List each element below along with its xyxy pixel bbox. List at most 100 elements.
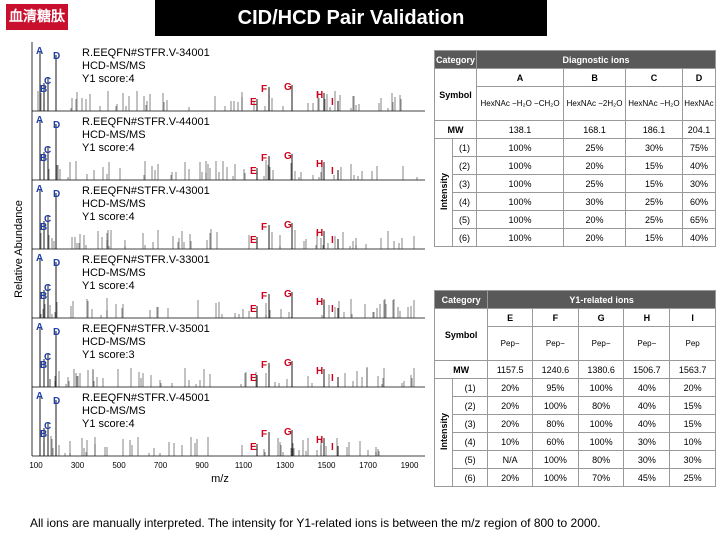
value-cell: 40% bbox=[681, 228, 717, 247]
mw-cell: 138.1 bbox=[475, 120, 565, 139]
row-id: (3) bbox=[452, 174, 477, 193]
group-header: Y1-related ions bbox=[487, 290, 716, 309]
mw-cell: 1563.7 bbox=[669, 360, 716, 379]
column-header: F bbox=[531, 308, 579, 327]
spectrum-method: HCD-MS/MS bbox=[82, 60, 146, 72]
x-tick-label: 500 bbox=[112, 461, 126, 470]
value-cell: 30% bbox=[623, 450, 671, 469]
row-id: (2) bbox=[452, 156, 477, 175]
value-cell: 25% bbox=[563, 174, 626, 193]
ion-label-a: A bbox=[36, 391, 43, 402]
ion-label-a: A bbox=[36, 253, 43, 264]
ion-label-d: D bbox=[53, 396, 60, 407]
row-id: (4) bbox=[452, 192, 477, 211]
intensity-text: Intensity bbox=[438, 412, 449, 450]
value-cell: 70% bbox=[577, 468, 625, 487]
ion-label-f: F bbox=[261, 222, 267, 233]
group-header: Diagnostic ions bbox=[475, 50, 717, 69]
symbol-cell: Pep bbox=[669, 326, 716, 361]
ion-label-c: C bbox=[44, 352, 51, 363]
value-cell: 20% bbox=[563, 210, 626, 229]
footnote: All ions are manually interpreted. The i… bbox=[30, 516, 601, 530]
ion-label-c: C bbox=[44, 145, 51, 156]
ion-label-b: B bbox=[40, 429, 47, 440]
ion-label-a: A bbox=[36, 184, 43, 195]
symbol-cell: Pep− bbox=[531, 326, 579, 361]
ion-label-e: E bbox=[250, 166, 257, 177]
row-id: (6) bbox=[452, 228, 477, 247]
ion-label-g: G bbox=[284, 82, 292, 93]
ion-label-d: D bbox=[53, 120, 60, 131]
spectrum-title: R.EEQFN#STFR.V-35001 bbox=[82, 323, 210, 335]
value-cell: 30% bbox=[624, 138, 683, 157]
badge: 血清糖肽 bbox=[6, 4, 68, 30]
ion-label-d: D bbox=[53, 258, 60, 269]
x-tick-label: 1900 bbox=[401, 461, 419, 470]
value-cell: 100% bbox=[475, 138, 565, 157]
ion-label-h: H bbox=[316, 159, 323, 170]
ion-label-d: D bbox=[53, 51, 60, 62]
value-cell: 80% bbox=[531, 414, 579, 433]
value-cell: 100% bbox=[577, 414, 625, 433]
ion-label-i: I bbox=[331, 442, 334, 453]
ion-label-i: I bbox=[331, 97, 334, 108]
column-header: H bbox=[623, 308, 671, 327]
spectrum-title: R.EEQFN#STFR.V-43001 bbox=[82, 185, 210, 197]
value-cell: 100% bbox=[531, 396, 579, 415]
value-cell: 100% bbox=[475, 156, 565, 175]
spectrum-title: R.EEQFN#STFR.V-44001 bbox=[82, 116, 210, 128]
spectrum-score: Y1 score:4 bbox=[82, 211, 135, 223]
mw-cell: 1157.5 bbox=[487, 360, 533, 379]
value-cell: N/A bbox=[487, 450, 533, 469]
value-cell: 100% bbox=[475, 228, 565, 247]
ion-label-c: C bbox=[44, 421, 51, 432]
blank-cell: Symbol bbox=[433, 308, 489, 361]
column-header: B bbox=[563, 68, 626, 87]
spectrum-method: HCD-MS/MS bbox=[82, 336, 146, 348]
ion-label-i: I bbox=[331, 304, 334, 315]
value-cell: 25% bbox=[669, 468, 716, 487]
ion-label-e: E bbox=[250, 97, 257, 108]
value-cell: 100% bbox=[475, 192, 565, 211]
ion-label-e: E bbox=[250, 304, 257, 315]
row-id: (6) bbox=[451, 468, 489, 487]
ion-label-d: D bbox=[53, 327, 60, 338]
value-cell: 30% bbox=[669, 450, 716, 469]
ion-label-e: E bbox=[250, 373, 257, 384]
mw-cell: 204.1 bbox=[681, 120, 717, 139]
ion-label-a: A bbox=[36, 322, 43, 333]
symbol-cell: HexNAc −H₂O −CH₂O bbox=[475, 86, 565, 121]
value-cell: 40% bbox=[623, 414, 671, 433]
page-title: CID/HCD Pair Validation bbox=[155, 0, 547, 36]
ion-label-g: G bbox=[284, 220, 292, 231]
spectrum-method: HCD-MS/MS bbox=[82, 198, 146, 210]
value-cell: 20% bbox=[487, 378, 533, 397]
value-cell: 100% bbox=[577, 432, 625, 451]
value-cell: 100% bbox=[475, 174, 565, 193]
row-id: (1) bbox=[452, 138, 477, 157]
intensity-label: Intensity bbox=[434, 138, 453, 247]
ion-label-a: A bbox=[36, 46, 43, 57]
ion-label-g: G bbox=[284, 151, 292, 162]
category-header: Category bbox=[433, 290, 489, 309]
ion-label-h: H bbox=[316, 90, 323, 101]
x-tick-label: 100 bbox=[29, 461, 43, 470]
value-cell: 40% bbox=[681, 156, 717, 175]
column-header: I bbox=[669, 308, 716, 327]
value-cell: 100% bbox=[475, 210, 565, 229]
mw-cell: 168.1 bbox=[563, 120, 626, 139]
value-cell: 15% bbox=[624, 228, 683, 247]
row-id: (4) bbox=[451, 432, 489, 451]
ion-label-b: B bbox=[40, 222, 47, 233]
value-cell: 20% bbox=[487, 468, 533, 487]
ion-label-h: H bbox=[316, 297, 323, 308]
x-tick-label: 900 bbox=[195, 461, 209, 470]
value-cell: 60% bbox=[531, 432, 579, 451]
x-tick-label: 300 bbox=[71, 461, 85, 470]
spectrum-method: HCD-MS/MS bbox=[82, 129, 146, 141]
value-cell: 20% bbox=[563, 156, 626, 175]
symbol-cell: Pep− bbox=[577, 326, 625, 361]
spectrum-score: Y1 score:3 bbox=[82, 349, 135, 361]
symbol-cell: Pep− bbox=[487, 326, 533, 361]
column-header: G bbox=[577, 308, 625, 327]
